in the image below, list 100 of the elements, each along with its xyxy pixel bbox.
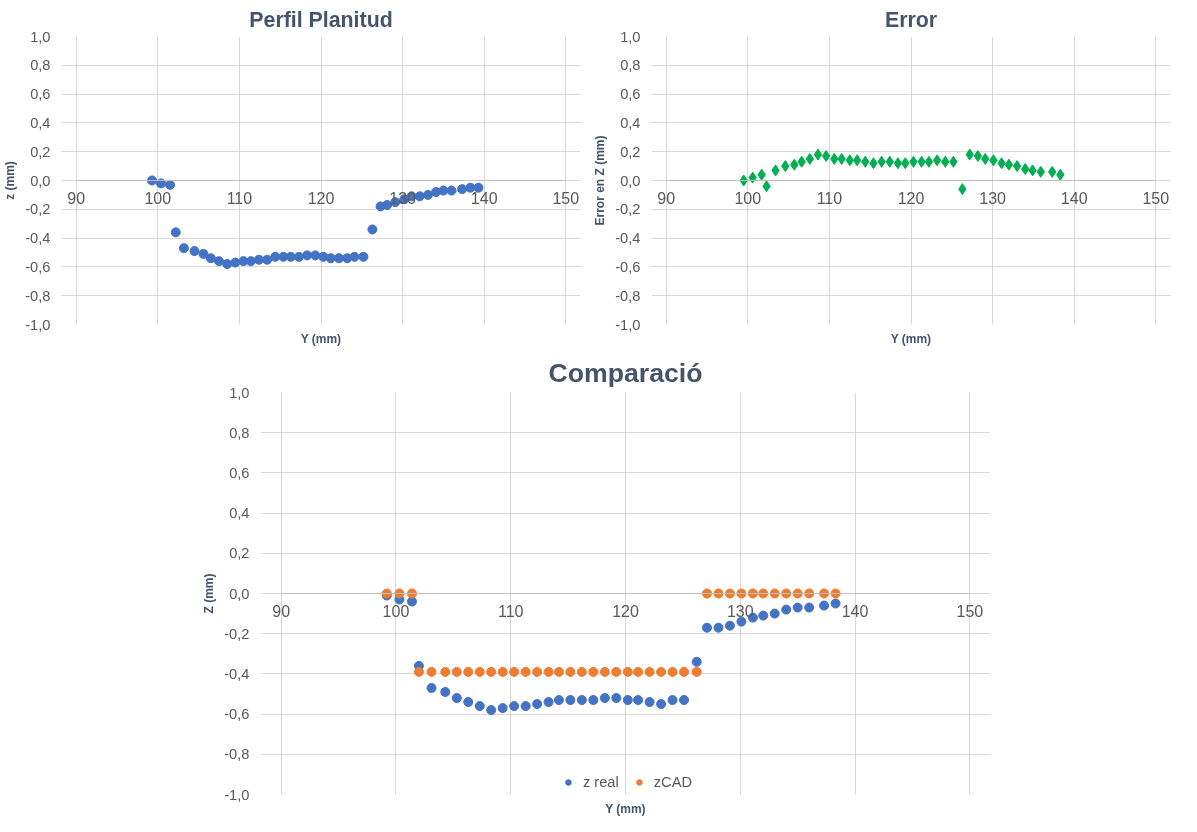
point	[924, 155, 934, 168]
point	[667, 695, 678, 706]
y-tick-label: -0,6	[224, 706, 250, 723]
y-tick-label: -0,8	[615, 287, 641, 304]
point	[1004, 158, 1014, 171]
point	[426, 682, 437, 693]
point	[679, 666, 690, 677]
point	[781, 588, 792, 599]
point	[656, 699, 667, 710]
x-tick-label: 90	[272, 602, 291, 620]
point	[178, 243, 189, 254]
point	[446, 185, 457, 196]
point	[407, 588, 418, 599]
point	[565, 666, 576, 677]
point	[713, 622, 724, 633]
y-tick-label: 0,2	[620, 143, 641, 160]
x-tick-label: 90	[657, 189, 676, 207]
point	[198, 248, 209, 259]
y-tick-label: 0,2	[229, 545, 250, 562]
point	[451, 693, 462, 704]
y-tick-label: 0,0	[30, 172, 51, 189]
point	[509, 666, 520, 677]
point	[520, 666, 531, 677]
point	[413, 666, 424, 677]
point	[463, 697, 474, 708]
point	[465, 182, 476, 193]
point	[819, 600, 830, 611]
point	[170, 227, 181, 238]
x-tick-label: 120	[307, 189, 335, 207]
point	[205, 253, 216, 264]
point	[474, 701, 485, 712]
point	[486, 666, 497, 677]
point	[633, 695, 644, 706]
point	[222, 259, 233, 270]
point	[451, 666, 462, 677]
point	[438, 185, 449, 196]
point	[457, 184, 468, 195]
x-tick-label: 140	[841, 602, 869, 620]
y-tick-label: 0,8	[620, 57, 641, 74]
point	[543, 666, 554, 677]
y-tick-label: -0,6	[25, 258, 51, 275]
y-tick-label: 0,0	[620, 172, 641, 189]
y-tick-label: 0,4	[620, 114, 641, 131]
point	[1012, 160, 1022, 173]
x-tick-label: 100	[734, 189, 762, 207]
point	[611, 693, 622, 704]
point	[426, 666, 437, 677]
point	[813, 148, 823, 161]
point	[486, 705, 497, 716]
point	[310, 250, 321, 261]
point	[532, 666, 543, 677]
point	[691, 666, 702, 677]
point	[565, 695, 576, 706]
chart-title: Perfil Planitud	[249, 7, 393, 32]
y-tick-label: 0,4	[229, 505, 250, 522]
point	[633, 666, 644, 677]
point	[724, 588, 735, 599]
y-tick-label: -1,0	[224, 786, 250, 803]
point	[588, 666, 599, 677]
point	[679, 695, 690, 706]
chart-title: Comparació	[548, 357, 703, 388]
x-tick-label: 110	[226, 189, 253, 207]
point	[576, 666, 587, 677]
y-tick-label: 0,6	[620, 86, 641, 103]
legend-label: z real	[582, 774, 619, 790]
x-tick-label: 150	[552, 189, 580, 207]
y-tick-label: 0,2	[30, 143, 51, 160]
y-axis-title: Error en Z (mm)	[593, 135, 608, 226]
y-tick-label: -0,4	[224, 665, 250, 682]
point	[736, 616, 747, 627]
point	[440, 687, 451, 697]
y-tick-label: -0,8	[224, 746, 250, 763]
y-tick-label: -0,8	[25, 287, 51, 304]
point	[769, 608, 780, 619]
legend-label: zCAD	[653, 774, 693, 790]
x-axis-title: Y (mm)	[890, 331, 932, 346]
y-tick-label: 1,0	[229, 384, 250, 401]
point	[758, 588, 769, 599]
x-tick-label: 120	[612, 602, 639, 620]
point	[553, 695, 564, 706]
point	[973, 150, 983, 163]
x-tick-label: 140	[1060, 189, 1088, 207]
y-tick-label: -0,4	[25, 230, 51, 247]
point	[781, 604, 792, 615]
y-tick-label: -0,4	[615, 230, 641, 247]
point	[497, 666, 508, 677]
x-tick-label: 150	[1142, 189, 1170, 207]
point	[588, 695, 599, 706]
point	[497, 703, 508, 714]
point	[792, 602, 803, 613]
point	[422, 189, 433, 200]
point	[804, 588, 815, 599]
x-tick-label: 130	[979, 189, 1007, 207]
point	[358, 251, 369, 262]
point	[520, 701, 531, 712]
y-tick-label: 0,0	[229, 585, 250, 602]
point	[349, 251, 360, 262]
point	[325, 253, 336, 264]
y-tick-label: -1,0	[615, 316, 641, 333]
point	[830, 588, 841, 599]
